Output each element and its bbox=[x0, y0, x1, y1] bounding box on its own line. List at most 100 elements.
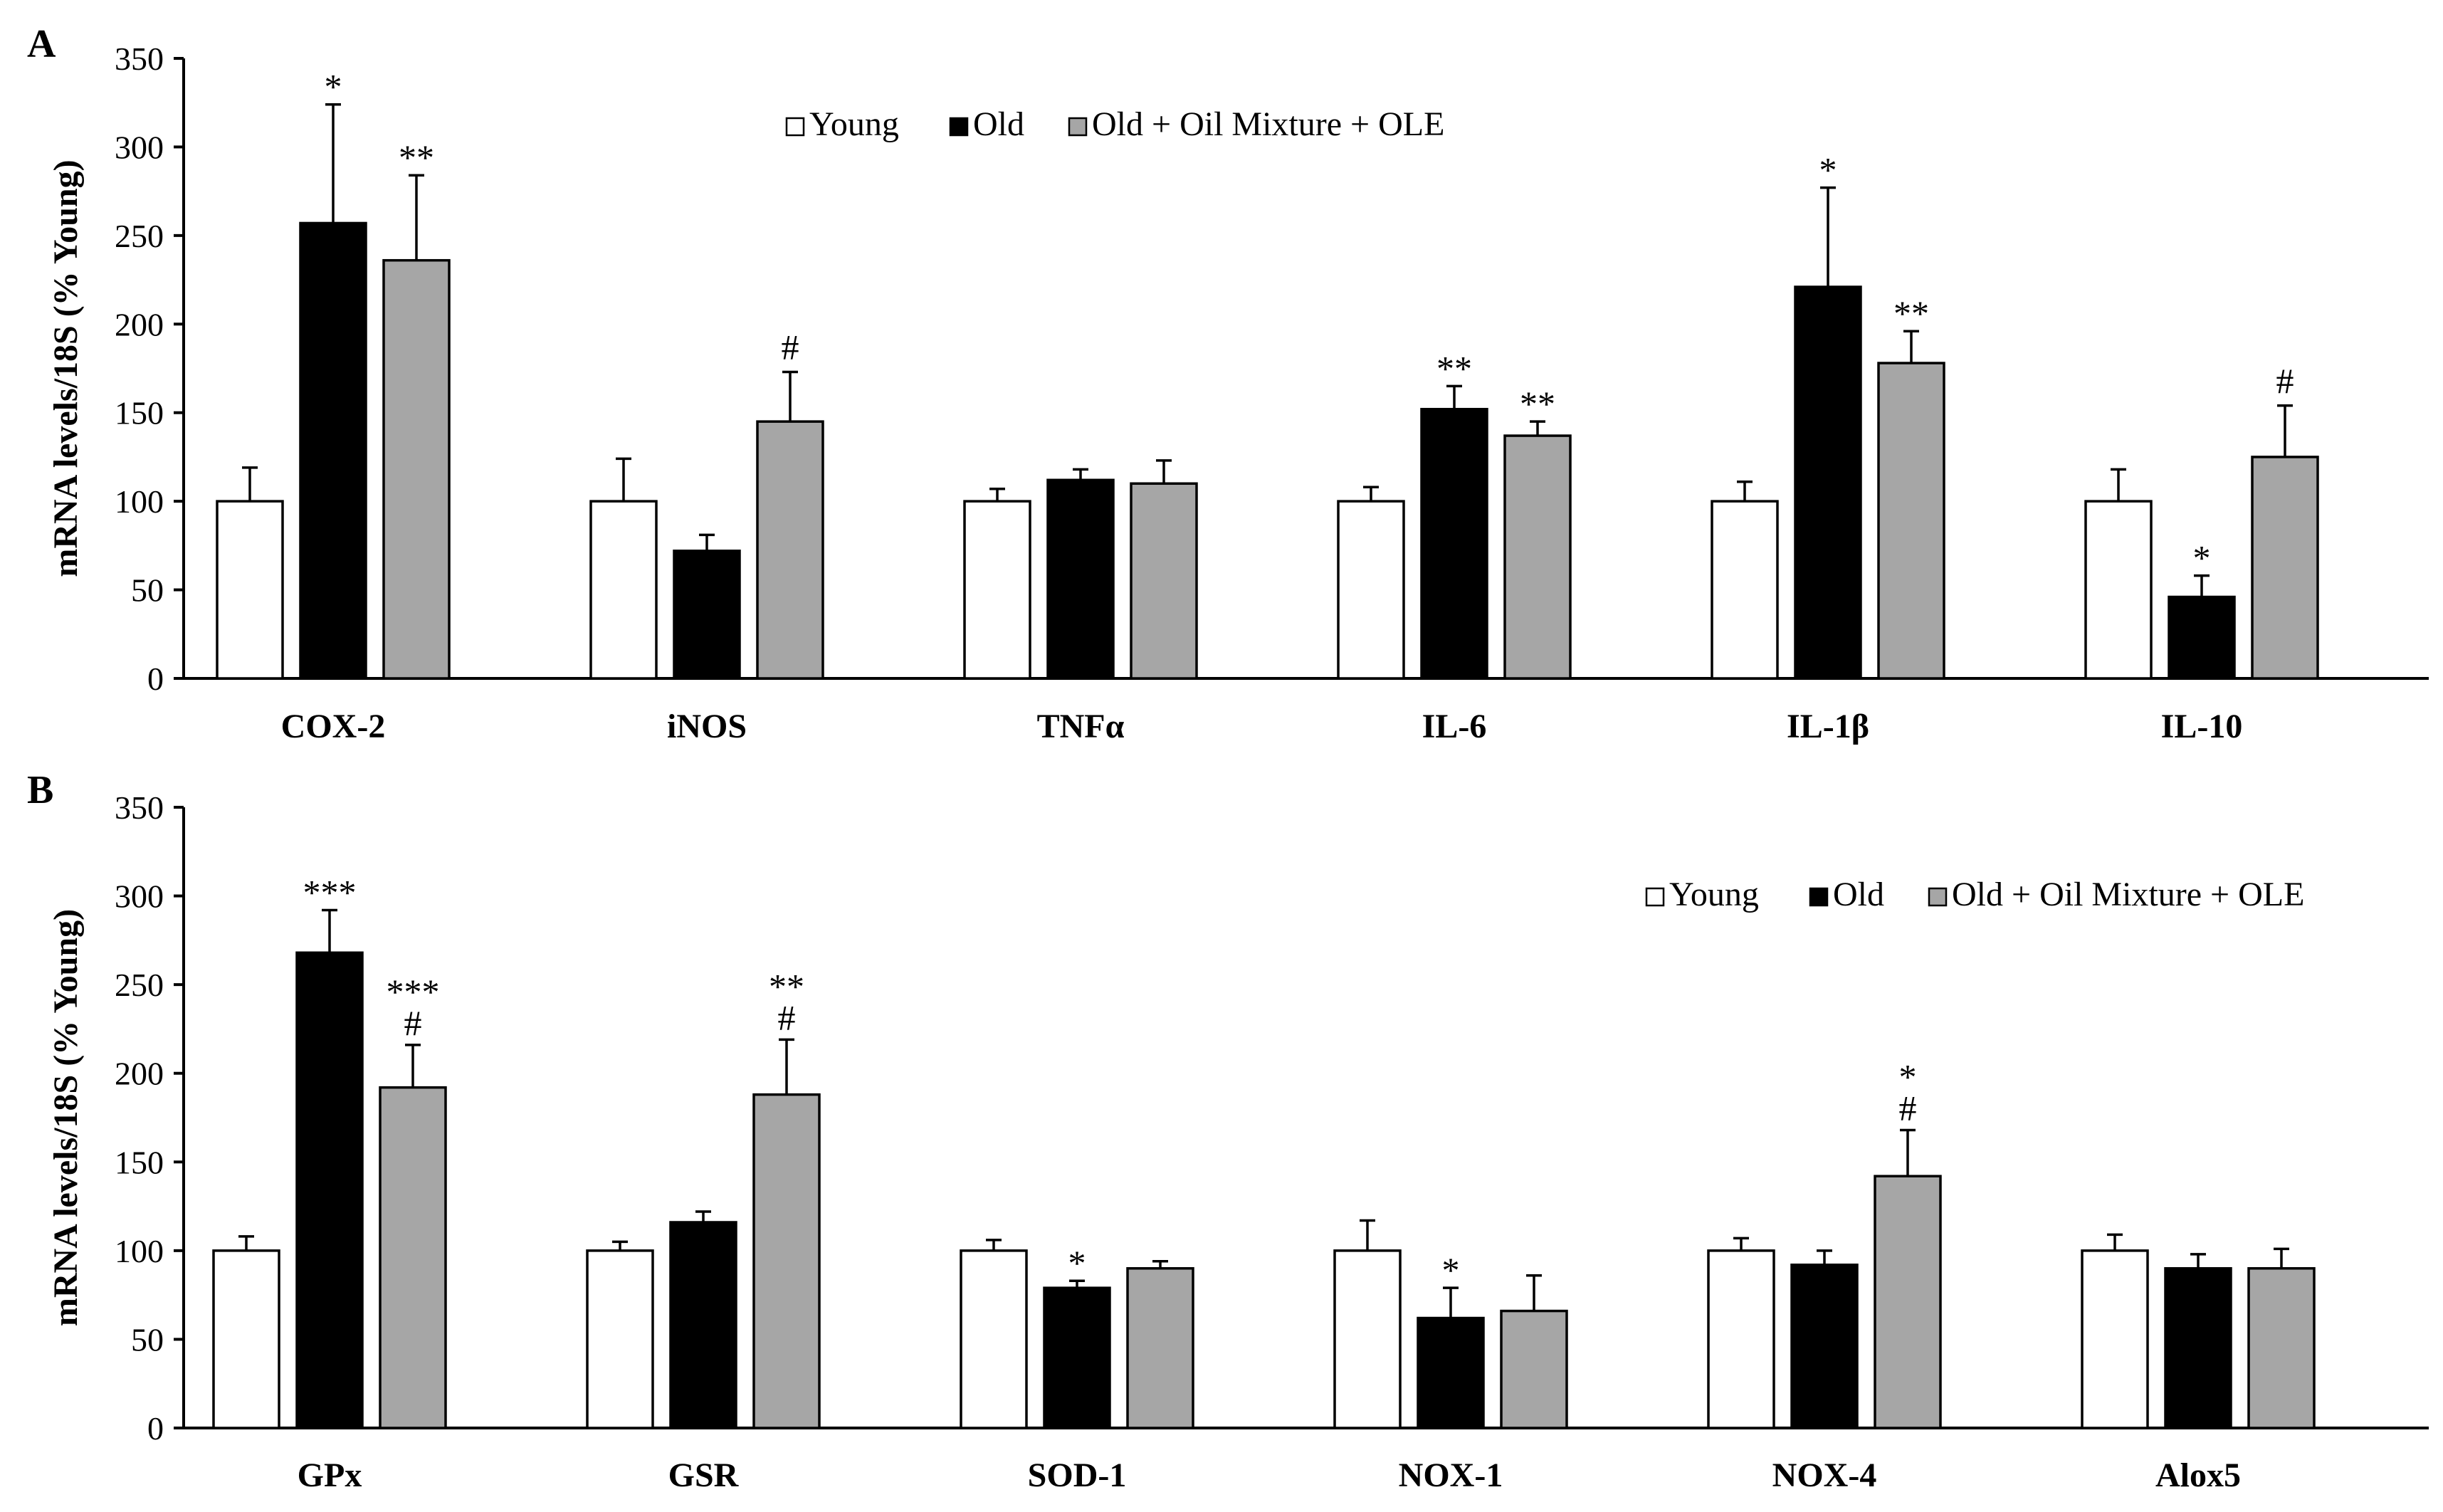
y-tick-label: 350 bbox=[115, 41, 164, 77]
bar-il-1-young bbox=[1711, 500, 1779, 680]
category-label: COX-2 bbox=[281, 708, 386, 745]
significance-marker: *** bbox=[387, 972, 440, 1012]
category-label: IL-10 bbox=[2161, 708, 2243, 745]
bar-il-1-old-oil-mixture-ole bbox=[1877, 362, 1945, 680]
legend-label-old: Old bbox=[973, 105, 1024, 143]
bar-gpx-old bbox=[295, 951, 364, 1429]
bar-il-10-young bbox=[2084, 500, 2153, 680]
bar-nox-1-old-oil-mixture-ole bbox=[1500, 1309, 1568, 1429]
y-tick-label: 0 bbox=[147, 1410, 164, 1447]
legend: Young Old Old + Oil Mixture + OLE bbox=[1645, 876, 2304, 913]
category-label: SOD-1 bbox=[1028, 1456, 1127, 1494]
bar-sod-1-old bbox=[1043, 1286, 1111, 1429]
legend-swatch-young bbox=[785, 117, 805, 137]
legend-swatch-old bbox=[949, 117, 969, 137]
legend-label-young: Young bbox=[809, 105, 899, 143]
significance-marker: ** bbox=[1520, 384, 1555, 424]
significance-marker: * bbox=[1068, 1243, 1086, 1283]
category-label: iNOS bbox=[667, 708, 747, 745]
y-tick-label: 250 bbox=[115, 218, 164, 254]
bar-alox5-young bbox=[2081, 1249, 2149, 1429]
bar-nox-4-young bbox=[1707, 1249, 1775, 1429]
bar-nox-1-young bbox=[1333, 1249, 1402, 1429]
y-tick-label: 200 bbox=[115, 306, 164, 342]
bar-il-10-old-oil-mixture-ole bbox=[2251, 456, 2319, 680]
bar-gsr-young bbox=[586, 1249, 654, 1429]
y-tick-label: 250 bbox=[115, 967, 164, 1003]
bar-alox5-old bbox=[2164, 1267, 2232, 1429]
bar-gpx-old-oil-mixture-ole bbox=[379, 1086, 447, 1429]
significance-marker: ** bbox=[769, 966, 804, 1006]
significance-marker: ** bbox=[399, 137, 434, 177]
significance-marker: * bbox=[1899, 1056, 1917, 1096]
legend-swatch-old-oil-mixture-ole bbox=[1928, 887, 1948, 907]
bar-gsr-old-oil-mixture-ole bbox=[752, 1093, 821, 1429]
significance-marker: # bbox=[782, 327, 799, 367]
bar-tnf-old bbox=[1046, 478, 1115, 680]
legend-swatch-old-oil-mixture-ole bbox=[1068, 117, 1088, 137]
bar-tnf-young bbox=[963, 500, 1031, 680]
bar-cox-2-old-oil-mixture-ole bbox=[382, 258, 451, 680]
bar-nox-4-old bbox=[1790, 1264, 1859, 1429]
legend-label-old-oil-mixture-ole: Old + Oil Mixture + OLE bbox=[1952, 876, 2304, 913]
bar-gsr-old bbox=[669, 1221, 737, 1429]
category-label: Alox5 bbox=[2155, 1456, 2241, 1494]
legend-label-young: Young bbox=[1669, 876, 1759, 913]
significance-marker: # bbox=[404, 1003, 422, 1043]
significance-marker: # bbox=[778, 997, 796, 1037]
bar-alox5-old-oil-mixture-ole bbox=[2247, 1267, 2316, 1429]
y-tick-label: 50 bbox=[131, 572, 164, 609]
significance-marker: *** bbox=[303, 873, 357, 913]
significance-marker: * bbox=[1819, 150, 1837, 190]
significance-marker: ** bbox=[1893, 293, 1929, 333]
bar-cox-2-young bbox=[216, 500, 284, 680]
bar-cox-2-old bbox=[299, 221, 367, 680]
bar-inos-old-oil-mixture-ole bbox=[756, 420, 824, 680]
significance-marker: * bbox=[325, 67, 342, 107]
y-tick-label: 150 bbox=[115, 395, 164, 431]
panel-label: A bbox=[27, 22, 56, 66]
y-tick-label: 200 bbox=[115, 1056, 164, 1092]
bar-il-6-young bbox=[1337, 500, 1405, 680]
bar-inos-young bbox=[589, 500, 658, 680]
significance-marker: * bbox=[1442, 1250, 1460, 1290]
category-label: TNFα bbox=[1037, 708, 1125, 745]
category-label: NOX-4 bbox=[1772, 1456, 1877, 1494]
legend: Young Old Old + Oil Mixture + OLE bbox=[785, 105, 1444, 143]
category-label: GSR bbox=[668, 1456, 740, 1494]
bar-il-10-old bbox=[2168, 595, 2236, 680]
bar-il-6-old bbox=[1420, 407, 1488, 680]
significance-marker: # bbox=[1899, 1088, 1917, 1128]
y-tick-label: 350 bbox=[115, 789, 164, 826]
y-tick-label: 0 bbox=[147, 661, 164, 697]
legend-label-old-oil-mixture-ole: Old + Oil Mixture + OLE bbox=[1092, 105, 1444, 143]
y-tick-label: 150 bbox=[115, 1144, 164, 1180]
legend-swatch-young bbox=[1645, 887, 1665, 907]
legend-swatch-old bbox=[1809, 887, 1829, 907]
bar-il-6-old-oil-mixture-ole bbox=[1503, 434, 1572, 680]
legend-label-old: Old bbox=[1833, 876, 1884, 913]
y-tick-label: 300 bbox=[115, 878, 164, 915]
category-label: IL-6 bbox=[1422, 708, 1487, 745]
y-tick-label: 300 bbox=[115, 129, 164, 165]
bar-tnf-old-oil-mixture-ole bbox=[1130, 482, 1198, 680]
y-tick-label: 100 bbox=[115, 483, 164, 520]
y-tick-label: 50 bbox=[131, 1321, 164, 1358]
y-axis-label: mRNA levels/18S (% Young) bbox=[47, 159, 85, 577]
bar-nox-4-old-oil-mixture-ole bbox=[1874, 1175, 1942, 1429]
bar-nox-1-old bbox=[1417, 1316, 1485, 1429]
panel-label: B bbox=[27, 768, 53, 812]
bar-gpx-young bbox=[212, 1249, 280, 1429]
y-tick-label: 100 bbox=[115, 1233, 164, 1269]
category-label: IL-1β bbox=[1787, 708, 1869, 745]
category-label: GPx bbox=[298, 1456, 362, 1494]
significance-marker: # bbox=[2276, 361, 2294, 401]
y-axis-label: mRNA levels/18S (% Young) bbox=[47, 909, 85, 1326]
significance-marker: ** bbox=[1436, 348, 1472, 388]
bar-sod-1-old-oil-mixture-ole bbox=[1126, 1267, 1194, 1429]
bar-sod-1-young bbox=[960, 1249, 1028, 1429]
significance-marker: * bbox=[2193, 538, 2211, 578]
bar-inos-old bbox=[673, 550, 741, 680]
